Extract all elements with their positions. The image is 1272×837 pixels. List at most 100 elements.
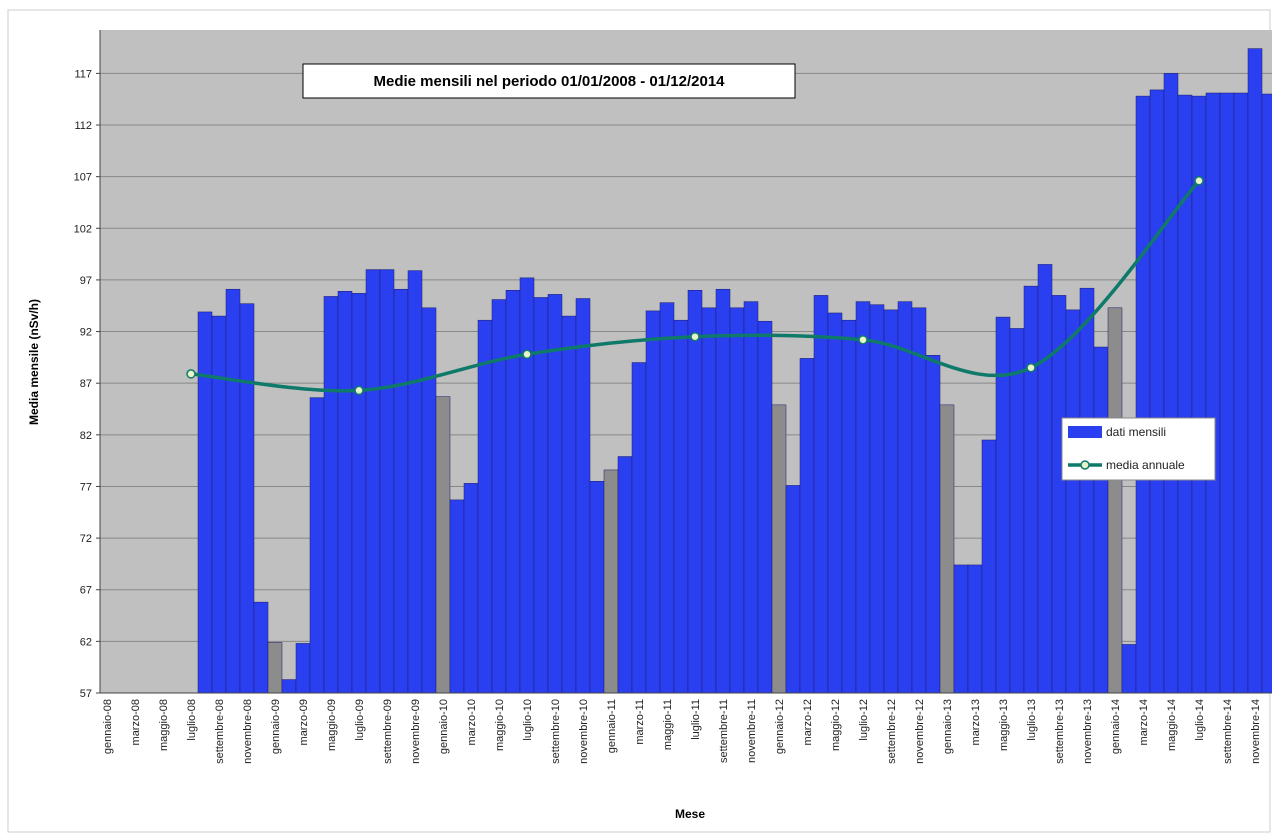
x-tick-label: novembre-10 [578, 699, 590, 764]
bar [519, 277, 535, 694]
plot-area: 57 62 67 72 77 82 87 92 97 102 107 112 117 gennaio-08… [74, 30, 1272, 764]
bar [617, 456, 633, 694]
line-point [186, 369, 196, 379]
x-tick-label: luglio-12 [858, 699, 870, 741]
bar [603, 469, 619, 694]
x-tick-label: luglio-10 [522, 699, 534, 741]
x-tick-label: settembre-12 [886, 699, 898, 764]
x-tick-label: marzo-10 [466, 699, 478, 745]
bar [309, 397, 325, 694]
bar [673, 319, 689, 694]
bar [589, 481, 605, 694]
line-point [690, 331, 700, 342]
x-tick-label: luglio-11 [690, 699, 702, 740]
bar [197, 311, 213, 694]
bar [1177, 94, 1193, 694]
bar [799, 358, 815, 694]
x-tick-label: luglio-09 [354, 699, 366, 741]
legend-label: media annuale [1106, 458, 1185, 472]
legend-marker [1080, 460, 1090, 470]
line-point [354, 385, 364, 396]
bar [855, 301, 871, 694]
bar [435, 396, 451, 694]
bar [785, 485, 801, 694]
x-tick-label: gennaio-08 [102, 699, 114, 754]
x-tick-label: novembre-11 [746, 699, 758, 763]
x-tick-label: maggio-11 [662, 699, 674, 750]
bar [421, 307, 437, 694]
x-tick-label: settembre-14 [1222, 699, 1234, 764]
bar [967, 564, 983, 694]
y-tick-label: 57 [80, 688, 92, 700]
bar [295, 643, 311, 694]
x-tick-label: settembre-09 [382, 699, 394, 764]
y-tick-label: 117 [74, 68, 92, 80]
bar [897, 301, 913, 694]
x-tick-label: gennaio-10 [438, 699, 450, 754]
x-tick-label: maggio-08 [158, 699, 170, 751]
bar [477, 319, 493, 694]
bar [1037, 264, 1053, 694]
bar [1135, 95, 1151, 694]
bar [1009, 328, 1025, 694]
bar [981, 439, 997, 694]
bar [1023, 285, 1039, 694]
bar [1107, 307, 1123, 694]
y-tick-label: 67 [80, 585, 92, 597]
bar [715, 288, 731, 694]
x-tick-label: novembre-14 [1250, 699, 1262, 764]
bar [1149, 89, 1165, 694]
y-axis-title: Media mensile (nSv/h) [27, 299, 41, 425]
bar [1247, 48, 1263, 694]
bar [771, 404, 787, 694]
x-tick-label: novembre-13 [1082, 699, 1094, 764]
bar [365, 269, 381, 694]
bar [505, 289, 521, 694]
bar [1261, 93, 1272, 694]
y-tick-label: 102 [74, 223, 92, 235]
legend-swatch [1068, 426, 1102, 438]
bar [911, 307, 927, 694]
bar [225, 288, 241, 694]
bar [883, 309, 899, 694]
bar [925, 355, 941, 694]
x-axis-title: Mese [675, 807, 705, 821]
title-box [302, 63, 796, 99]
bar [463, 483, 479, 694]
x-tick-label: maggio-12 [830, 699, 842, 751]
x-tick-label: luglio-13 [1026, 699, 1038, 741]
x-tick-label: marzo-08 [130, 699, 142, 745]
bar [701, 307, 717, 694]
bar [575, 298, 591, 694]
bar [323, 296, 339, 694]
bar [1233, 92, 1249, 694]
x-tick-label: gennaio-09 [270, 699, 282, 754]
y-tick-label: 62 [80, 636, 92, 648]
bar [1205, 92, 1221, 694]
bar [1219, 92, 1235, 694]
x-tick-label: maggio-09 [326, 699, 338, 751]
y-tick-label: 87 [80, 378, 92, 390]
line-point [522, 349, 532, 360]
x-tick-label: novembre-08 [242, 699, 254, 764]
bar [239, 303, 255, 694]
bar [449, 499, 465, 694]
bar [1093, 346, 1109, 694]
bar [1121, 644, 1137, 694]
bar [659, 302, 675, 694]
y-tick-label: 72 [80, 533, 92, 545]
y-tick-label: 77 [80, 481, 92, 493]
x-tick-label: settembre-11 [718, 699, 730, 763]
x-tick-label: gennaio-12 [774, 699, 786, 754]
x-tick-label: novembre-09 [410, 699, 422, 764]
x-tick-label: maggio-14 [1166, 699, 1178, 751]
bar [631, 362, 647, 694]
x-tick-label: luglio-14 [1194, 699, 1206, 741]
line-point [1194, 176, 1204, 186]
y-tick-label: 97 [80, 275, 92, 287]
bar [393, 288, 409, 694]
x-tick-label: marzo-13 [970, 699, 982, 745]
bar [743, 301, 759, 694]
x-tick-label: maggio-13 [998, 699, 1010, 751]
bar [533, 297, 549, 694]
